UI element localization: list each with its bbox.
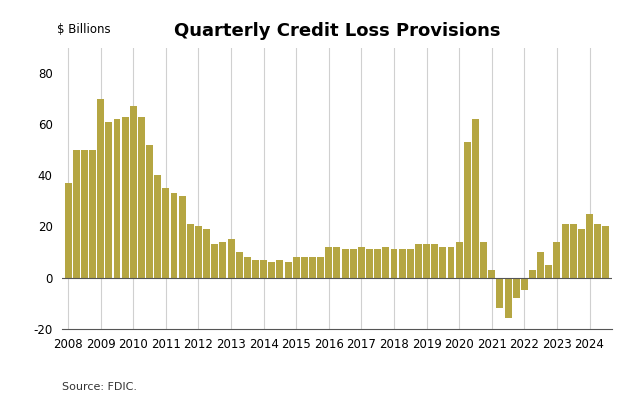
Bar	[350, 249, 357, 278]
Bar	[480, 242, 487, 278]
Bar	[325, 247, 332, 278]
Bar	[586, 214, 593, 278]
Bar	[439, 247, 446, 278]
Bar	[252, 260, 259, 278]
Bar	[456, 242, 462, 278]
Bar	[65, 183, 72, 278]
Bar	[545, 265, 552, 278]
Text: $ Billions: $ Billions	[57, 23, 110, 36]
Bar	[285, 262, 291, 278]
Bar	[553, 242, 560, 278]
Bar	[170, 193, 177, 278]
Bar	[301, 257, 308, 278]
Bar	[578, 229, 585, 278]
Bar	[594, 224, 601, 278]
Bar	[407, 249, 414, 278]
Bar	[105, 122, 112, 278]
Bar	[130, 106, 137, 278]
Bar	[358, 247, 365, 278]
Bar	[309, 257, 316, 278]
Bar	[276, 260, 283, 278]
Bar	[244, 257, 251, 278]
Bar	[187, 224, 194, 278]
Bar	[146, 145, 153, 278]
Bar	[293, 257, 300, 278]
Bar	[472, 119, 479, 278]
Bar	[415, 244, 422, 278]
Bar	[383, 247, 389, 278]
Bar	[489, 270, 495, 278]
Bar	[81, 150, 88, 278]
Bar	[260, 260, 267, 278]
Bar	[464, 142, 470, 278]
Bar	[138, 116, 145, 278]
Bar	[154, 175, 161, 278]
Bar	[89, 150, 96, 278]
Bar	[342, 249, 349, 278]
Bar	[97, 99, 104, 278]
Text: Source: FDIC.: Source: FDIC.	[62, 382, 137, 392]
Bar	[73, 150, 80, 278]
Bar	[317, 257, 324, 278]
Bar	[399, 249, 406, 278]
Bar	[562, 224, 568, 278]
Bar	[228, 239, 235, 278]
Bar	[447, 247, 454, 278]
Bar	[513, 278, 520, 298]
Bar	[521, 278, 528, 290]
Bar	[268, 262, 275, 278]
Bar	[162, 188, 169, 278]
Bar	[220, 242, 227, 278]
Bar	[423, 244, 430, 278]
Bar	[114, 119, 120, 278]
Bar	[366, 249, 373, 278]
Bar	[391, 249, 397, 278]
Bar	[529, 270, 536, 278]
Bar	[505, 278, 512, 318]
Title: Quarterly Credit Loss Provisions: Quarterly Credit Loss Provisions	[173, 23, 500, 40]
Bar	[195, 227, 202, 278]
Bar	[203, 229, 210, 278]
Bar	[236, 252, 243, 278]
Bar	[431, 244, 438, 278]
Bar	[537, 252, 544, 278]
Bar	[212, 244, 218, 278]
Bar	[178, 196, 185, 278]
Bar	[333, 247, 341, 278]
Bar	[374, 249, 381, 278]
Bar	[570, 224, 577, 278]
Bar	[497, 278, 504, 308]
Bar	[602, 227, 609, 278]
Bar	[122, 116, 129, 278]
